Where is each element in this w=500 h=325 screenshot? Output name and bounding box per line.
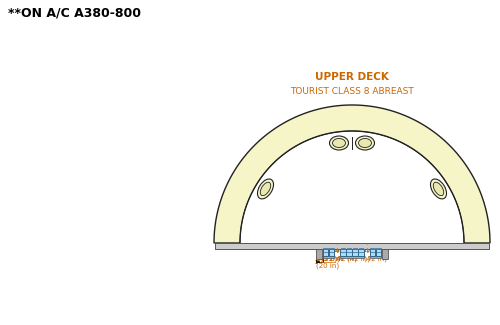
Bar xyxy=(322,255,334,258)
Bar xyxy=(329,249,334,256)
Bar xyxy=(370,248,375,249)
Ellipse shape xyxy=(258,179,274,199)
Bar xyxy=(370,249,375,256)
Bar xyxy=(316,249,322,258)
Text: 1,07 m: 1,07 m xyxy=(344,247,372,253)
Text: (42 in): (42 in) xyxy=(334,255,357,262)
Text: (42 in): (42 in) xyxy=(346,255,370,262)
Bar xyxy=(323,248,328,249)
Bar xyxy=(346,249,352,256)
Bar xyxy=(322,249,328,256)
Text: 1,07 m: 1,07 m xyxy=(315,247,342,253)
Bar xyxy=(340,255,364,258)
Bar xyxy=(370,255,382,258)
Text: 1,07 m: 1,07 m xyxy=(332,247,359,253)
Ellipse shape xyxy=(356,136,374,150)
Text: 1,07 m: 1,07 m xyxy=(362,247,389,253)
Text: TOURIST CLASS 8 ABREAST: TOURIST CLASS 8 ABREAST xyxy=(290,86,414,96)
Bar xyxy=(352,249,358,256)
Text: 0,51 m: 0,51 m xyxy=(316,255,344,262)
Ellipse shape xyxy=(330,136,348,150)
Bar xyxy=(215,243,489,249)
Bar xyxy=(352,248,358,249)
Polygon shape xyxy=(214,105,490,243)
Text: (42 in): (42 in) xyxy=(317,255,340,262)
Ellipse shape xyxy=(434,182,444,196)
Ellipse shape xyxy=(332,138,345,148)
Bar xyxy=(358,249,364,256)
Bar xyxy=(329,248,334,249)
Bar xyxy=(382,249,388,258)
Text: (42 in): (42 in) xyxy=(364,255,387,262)
Ellipse shape xyxy=(260,182,270,196)
Text: UPPER DECK: UPPER DECK xyxy=(315,72,389,82)
Bar xyxy=(359,248,364,249)
Bar xyxy=(340,249,345,256)
Text: **ON A/C A380-800: **ON A/C A380-800 xyxy=(8,7,141,20)
Bar xyxy=(346,248,352,249)
Ellipse shape xyxy=(358,138,372,148)
Ellipse shape xyxy=(430,179,446,199)
Bar xyxy=(340,248,345,249)
Text: (20 in): (20 in) xyxy=(316,263,340,269)
Bar xyxy=(376,249,382,256)
Bar xyxy=(376,248,381,249)
